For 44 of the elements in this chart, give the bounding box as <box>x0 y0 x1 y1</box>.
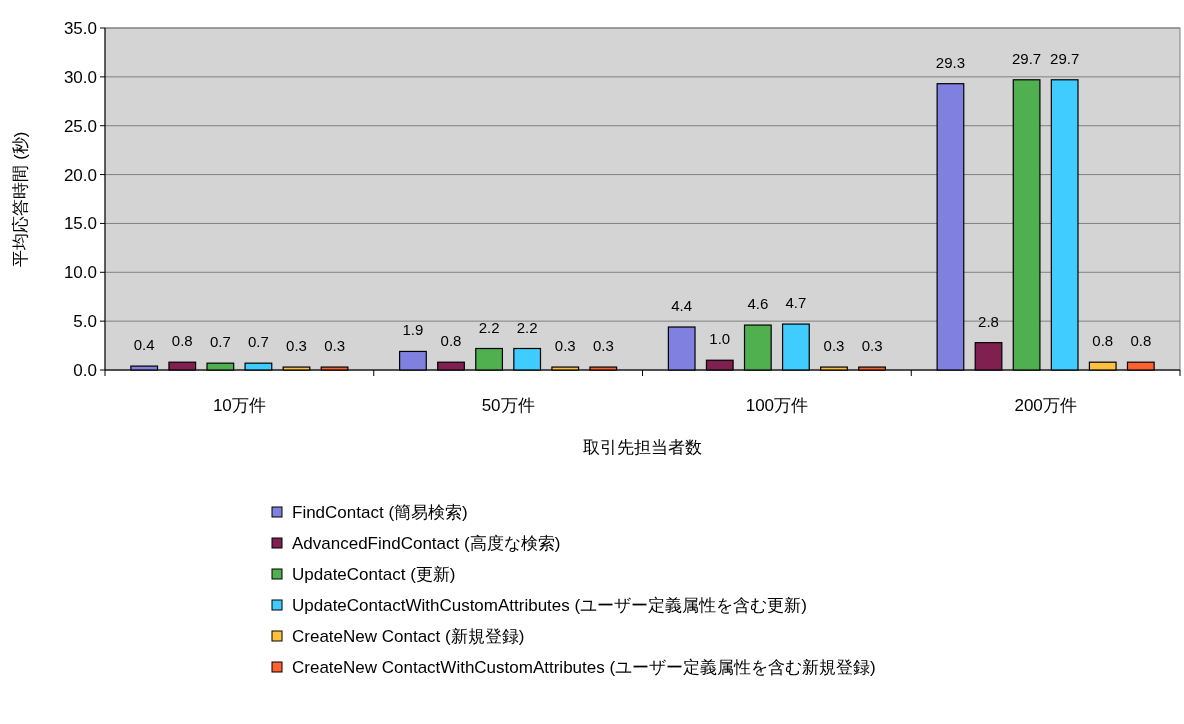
legend-label: UpdateContactWithCustomAttributes (ユーザー定義属性を含む更新) <box>292 596 807 615</box>
x-tick-label: 10万件 <box>212 396 266 415</box>
x-tick-label: 50万件 <box>481 396 535 415</box>
data-label: 0.3 <box>861 337 883 355</box>
data-label: 1.9 <box>402 321 424 339</box>
data-label: 2.8 <box>978 312 999 330</box>
y-tick-label: 25.0 <box>63 116 97 136</box>
y-tick-label: 10.0 <box>63 263 97 283</box>
y-tick-label: 15.0 <box>63 214 97 234</box>
y-tick-label: 5.0 <box>73 312 97 332</box>
data-label: 0.7 <box>247 333 269 351</box>
data-label: 0.8 <box>171 332 193 350</box>
data-label: 2.2 <box>478 318 500 336</box>
x-axis-title: 取引先担当者数 <box>583 438 702 457</box>
data-label: 0.8 <box>1130 332 1152 350</box>
data-label: 4.6 <box>747 295 769 313</box>
y-tick-label: 0.0 <box>73 361 97 380</box>
data-label: 0.8 <box>1092 332 1114 350</box>
x-tick-label: 100万件 <box>745 396 809 415</box>
data-label: 2.2 <box>516 318 538 336</box>
data-label: 0.7 <box>209 333 231 351</box>
y-tick-label: 30.0 <box>63 67 97 87</box>
y-tick-label: 20.0 <box>63 165 97 185</box>
legend-label: UpdateContact (更新) <box>292 565 456 584</box>
data-label: 4.7 <box>785 294 807 312</box>
legend-label: CreateNew Contact (新規登録) <box>292 627 525 646</box>
x-tick-label: 200万件 <box>1014 396 1077 415</box>
data-label: 0.3 <box>554 337 576 355</box>
data-label: 29.7 <box>1011 49 1042 67</box>
data-label: 0.3 <box>324 337 345 355</box>
data-label: 0.4 <box>133 336 155 354</box>
data-label: 0.8 <box>440 332 462 350</box>
legend-label: CreateNew ContactWithCustomAttributes (ユーザー定義属性を含む新規登録) <box>292 658 876 677</box>
data-label: 29.7 <box>1050 49 1080 67</box>
data-label: 29.3 <box>935 53 966 71</box>
data-label: 1.0 <box>709 330 731 348</box>
y-axis-title: 平均応答時間 (秒) <box>11 131 30 267</box>
data-label: 0.3 <box>286 337 307 355</box>
data-label: 0.3 <box>592 337 614 355</box>
legend-label: FindContact (簡易検索) <box>292 503 468 522</box>
y-tick-label: 35.0 <box>63 19 97 38</box>
data-label: 0.3 <box>823 337 845 355</box>
legend-label: AdvancedFindContact (高度な検索) <box>292 534 561 553</box>
data-label: 4.4 <box>671 297 693 315</box>
